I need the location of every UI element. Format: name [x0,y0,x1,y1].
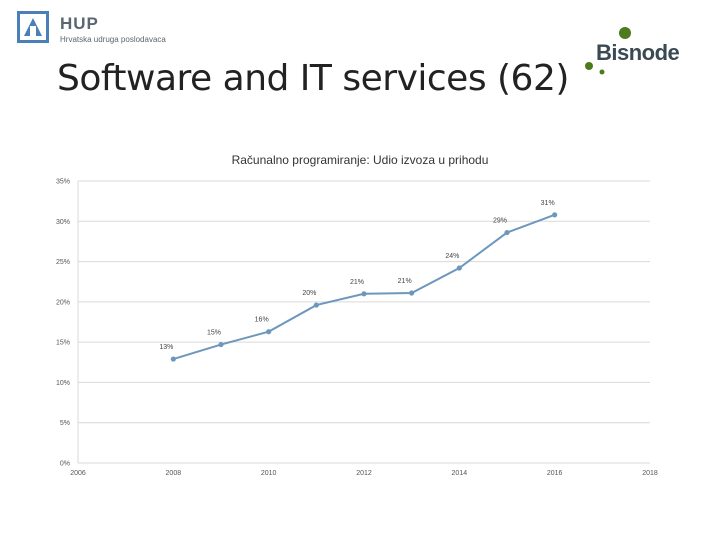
data-point [170,356,176,362]
gridlines [77,180,650,464]
hup-logo-icon [17,11,49,43]
y-tick-label: 5% [60,420,70,427]
hup-logo: HUP Hrvatska udruga poslodavaca [16,10,196,50]
y-tick-label: 35% [56,179,70,186]
hup-logo-subtitle: Hrvatska udruga poslodavaca [60,35,166,44]
data-label: 20% [302,290,316,297]
chart-title: Računalno programiranje: Udio izvoza u p… [232,153,489,167]
x-tick-label: 2010 [261,470,277,477]
x-tick-label: 2016 [547,470,563,477]
x-tick-label: 2006 [70,470,86,477]
data-label: 15% [207,330,221,337]
data-label: 16% [255,317,269,324]
data-point [456,265,462,271]
hup-logo-name: HUP [60,14,99,33]
data-point [552,212,558,218]
data-label: 13% [159,344,173,351]
x-tick-label: 2014 [452,470,468,477]
x-tick-label: 2018 [642,470,658,477]
data-point [218,341,224,348]
page-title: Software and IT services (62) [57,58,569,99]
y-tick-label: 25% [56,259,70,266]
data-label: 21% [398,278,412,285]
y-tick-label: 0% [60,461,70,468]
y-tick-label: 30% [56,219,70,226]
data-point [409,290,415,296]
data-label: 21% [350,279,364,286]
x-tick-label: 2012 [356,470,372,477]
series-line: 13% 15% 16% 20% 21% 21% 24% 29% 31% [159,200,558,362]
data-label: 24% [445,253,459,260]
y-tick-label: 10% [56,380,70,387]
line-chart: Računalno programiranje: Udio izvoza u p… [56,153,658,477]
data-label: 29% [493,218,507,225]
data-point [313,302,319,308]
y-tick-label: 15% [56,340,70,347]
bisnode-logo: Bisnode [582,26,704,76]
data-point [504,229,510,236]
y-axis: 0% 5% 10% 15% 20% 25% 30% 35% [56,179,70,468]
data-point [361,291,367,297]
x-tick-label: 2008 [166,470,182,477]
data-label: 31% [541,200,555,207]
bisnode-logo-icon [585,27,631,75]
y-tick-label: 20% [56,299,70,306]
bisnode-logo-name: Bisnode [596,40,680,65]
data-point [266,329,272,335]
series-polyline [173,213,556,361]
x-axis: 2006 2008 2010 2012 2014 2016 2018 [70,470,658,477]
